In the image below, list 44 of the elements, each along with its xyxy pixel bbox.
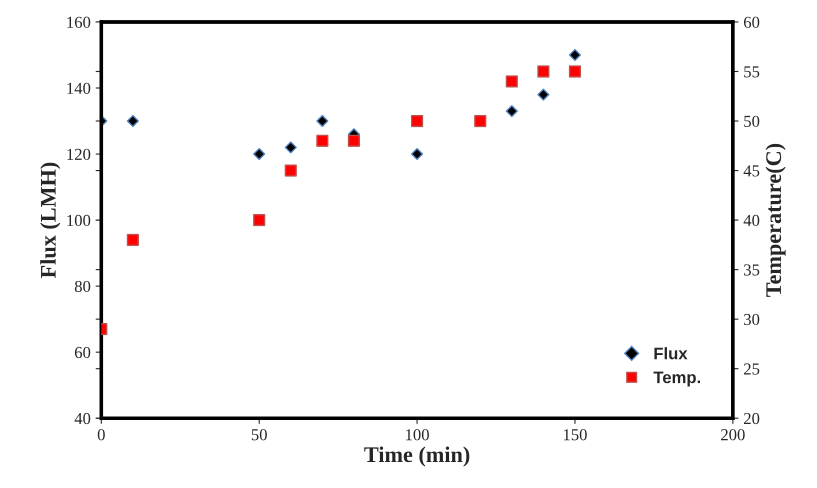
point [253,148,266,160]
y2-tick-label: 55 [744,66,760,78]
point [284,164,297,177]
y-axis-title: Flux (LMH) [40,162,60,278]
point [568,48,582,62]
y-tick-label: 160 [67,16,90,28]
point [284,141,297,154]
y2-tick-label: 20 [744,412,760,424]
x-tick-label: 150 [564,429,587,440]
point [537,88,550,101]
point [316,114,328,128]
y-tick-label: 140 [67,82,90,94]
y-tick-label: 60 [74,346,90,358]
y-tick-label: 100 [67,214,90,226]
y2-tick-label: 40 [744,214,760,226]
x-tick-label: 50 [252,429,267,440]
y2-axis-title: Temperature(C) [765,144,786,297]
y-tick-label: 120 [67,148,90,160]
point [126,114,139,128]
point [411,148,424,160]
point [126,234,139,246]
point [568,65,582,78]
y-tick-label: 40 [74,412,90,424]
x-tick-label: 0 [98,429,105,440]
point [506,105,518,118]
y2-tick-label: 35 [744,264,760,276]
y2-tick-label: 45 [744,165,760,177]
point [506,75,518,88]
point [537,65,550,78]
y-tick-label: 80 [74,280,90,292]
y2-tick-label: 50 [744,116,760,127]
x-tick-label: 200 [721,429,745,440]
x-axis-title: Time (min) [364,446,470,467]
y2-tick-label: 30 [744,314,760,326]
legend-label: Temp. [654,372,700,387]
point [316,134,328,147]
legend-label: Flux [654,347,688,360]
point [348,134,360,147]
point [411,114,424,128]
x-tick-label: 100 [406,429,429,440]
point [474,114,486,128]
point [253,214,266,226]
y2-tick-label: 25 [744,363,760,375]
y2-tick-label: 60 [744,16,760,28]
